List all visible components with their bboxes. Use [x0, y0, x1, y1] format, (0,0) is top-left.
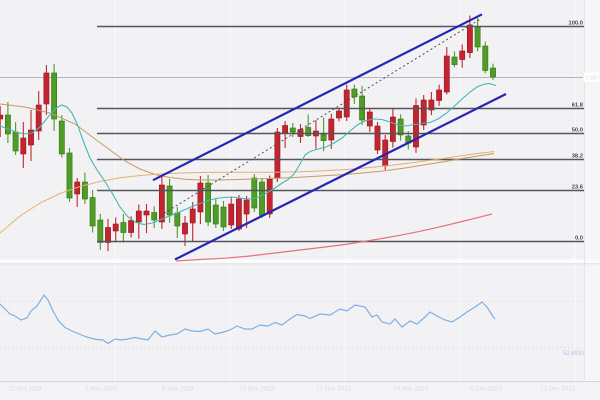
svg-text:100.0: 100.0 — [568, 21, 583, 27]
svg-text:25 Oct 2023: 25 Oct 2023 — [8, 386, 42, 393]
svg-text:22 Nov 2023: 22 Nov 2023 — [316, 386, 352, 393]
svg-text:15 Nov 2023: 15 Nov 2023 — [239, 386, 275, 393]
svg-text:29 Nov 2023: 29 Nov 2023 — [393, 386, 429, 393]
svg-text:6 Dec 2023: 6 Dec 2023 — [470, 386, 502, 393]
svg-text:52.6931: 52.6931 — [563, 351, 585, 357]
svg-text:61.8: 61.8 — [572, 103, 584, 109]
svg-text:23.6: 23.6 — [572, 185, 584, 191]
svg-text:38.2: 38.2 — [572, 154, 583, 160]
svg-text:1 Nov 2023: 1 Nov 2023 — [85, 386, 117, 393]
svg-text:1.0857: 1.0857 — [586, 76, 600, 82]
svg-text:8 Nov 2023: 8 Nov 2023 — [162, 386, 194, 393]
svg-text:13 Dec 2023: 13 Dec 2023 — [540, 386, 576, 393]
svg-text:0.0: 0.0 — [575, 236, 583, 242]
svg-text:50.0: 50.0 — [572, 128, 583, 134]
